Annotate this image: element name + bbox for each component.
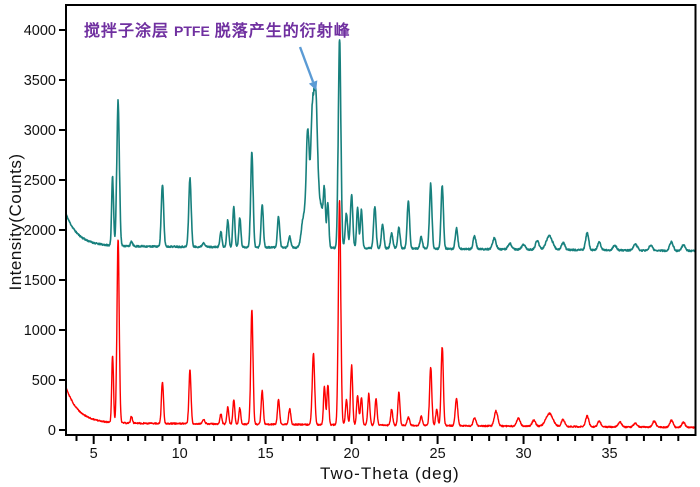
y-tick-label: 1000 [24,323,56,339]
y-tick-label: 3500 [24,73,56,89]
annotation-arrow-head [308,80,318,91]
plot-frame [65,4,697,436]
y-tick-label: 3000 [24,123,56,139]
annotation-arrow-line [298,46,315,83]
y-tick-label: 0 [48,423,56,439]
lower-trace-red [65,199,696,429]
y-tick-label: 1500 [24,273,56,289]
x-tick-label: 10 [172,446,188,462]
x-tick-label: 20 [344,446,360,462]
x-axis-title: Two-Theta (deg) [320,464,460,483]
x-tick-label: 15 [258,446,274,462]
annotation-text-ptfe: PTFE [174,23,210,39]
x-tick-label: 30 [515,446,531,462]
y-tick-label: 4000 [24,23,56,39]
y-tick-label: 500 [32,373,56,389]
x-tick-label: 25 [430,446,446,462]
y-axis-title: Intensity(Counts) [6,153,25,291]
x-tick-label: 35 [601,446,617,462]
annotation-ptfe-note: 搅拌子涂层 PTFE 脱落产生的衍射峰 [84,17,351,41]
upper-trace-teal [65,39,696,253]
annotation-text-prefix: 搅拌子涂层 [84,23,175,40]
annotation-text-suffix: 脱落产生的衍射峰 [209,23,351,40]
x-tick-label: 5 [90,446,98,462]
y-tick-label: 2000 [24,223,56,239]
y-tick-label: 2500 [24,173,56,189]
